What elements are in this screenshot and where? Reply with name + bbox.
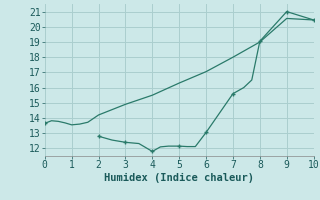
X-axis label: Humidex (Indice chaleur): Humidex (Indice chaleur) (104, 173, 254, 183)
